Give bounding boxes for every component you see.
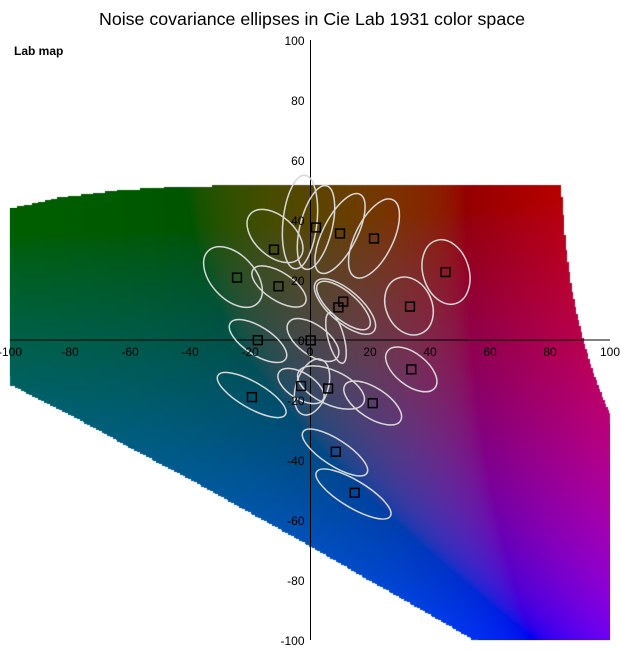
svg-text:40: 40 <box>291 214 305 228</box>
svg-text:-100: -100 <box>280 634 304 648</box>
svg-text:20: 20 <box>291 274 305 288</box>
svg-text:100: 100 <box>600 345 620 359</box>
svg-text:-40: -40 <box>287 454 305 468</box>
svg-text:-20: -20 <box>287 394 305 408</box>
svg-text:-20: -20 <box>241 345 259 359</box>
svg-text:-80: -80 <box>287 574 305 588</box>
svg-text:-80: -80 <box>61 345 79 359</box>
svg-text:80: 80 <box>291 94 305 108</box>
svg-text:-60: -60 <box>287 514 305 528</box>
svg-text:0: 0 <box>298 334 305 348</box>
svg-text:-40: -40 <box>181 345 199 359</box>
svg-text:20: 20 <box>363 345 377 359</box>
svg-text:100: 100 <box>284 34 304 48</box>
svg-text:40: 40 <box>423 345 437 359</box>
svg-text:0: 0 <box>307 345 314 359</box>
svg-text:-60: -60 <box>121 345 139 359</box>
svg-text:80: 80 <box>543 345 557 359</box>
svg-text:-100: -100 <box>0 345 22 359</box>
svg-text:Lab map: Lab map <box>14 44 63 58</box>
svg-text:Noise covariance ellipses in C: Noise covariance ellipses in Cie Lab 193… <box>99 9 525 29</box>
svg-text:60: 60 <box>291 154 305 168</box>
svg-text:60: 60 <box>483 345 497 359</box>
